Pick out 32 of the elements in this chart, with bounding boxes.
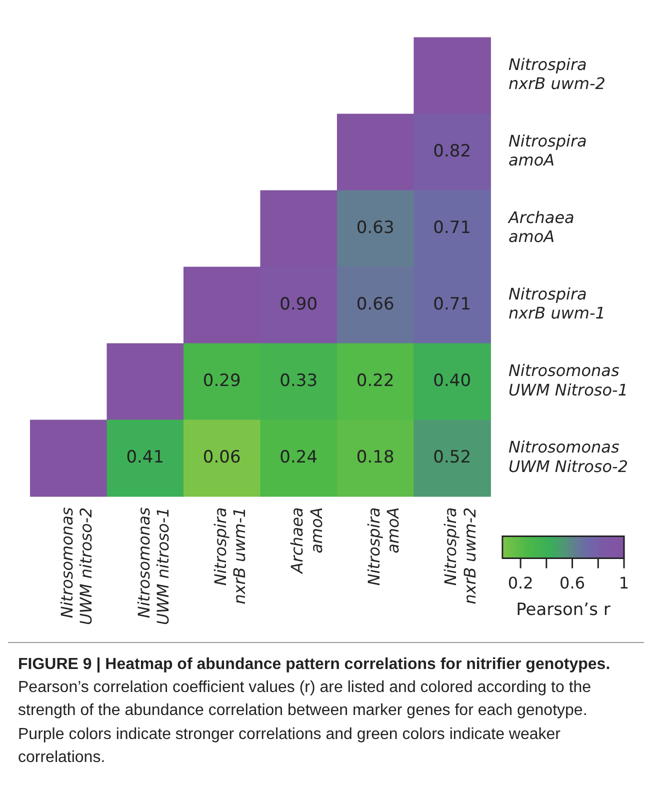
x-tick-label: Nitrospira amoA [364,507,403,586]
data-label: 0.52 [433,447,472,468]
data-label: 0.18 [356,447,394,468]
x-tick-label: Nitrosomonas UWM nitroso-1 [134,507,172,626]
data-label: 0.33 [280,370,318,391]
y-tick-label: Nitrospira nxrB uwm-1 [508,284,606,323]
data-label: 0.63 [356,218,394,238]
color-bar-label: 0.2 [508,573,534,592]
x-tick-label: Archaea amoA [288,507,326,574]
y-tick-label: Nitrospira nxrB uwm-2 [508,55,606,94]
y-tick-label: Nitrospira amoA [508,132,587,170]
text: FIGURE 9 | Heatmap of abundance pattern correlations for nitrifier genotypes. [18,656,610,673]
x-tick-label: Nitrospira nxrB uwm-1 [211,507,250,604]
data-label: 0.41 [126,447,164,468]
data-label: 0.40 [433,370,472,391]
text: Pearson’s correlation coefficient values (r) are listed and colored according to the strength of the abundance correlation between marker genes for each genotype. Purple colors indicate stronger correlations and green colors indicate weaker correlations. [18,679,592,766]
data-label: 0.90 [280,294,318,314]
data-label: 0.29 [202,370,241,391]
color-bar-title: Pearson’s r [516,600,610,620]
data-label: 0.82 [433,141,472,162]
y-tick-label: Nitrosomonas UWM Nitroso-2 [508,438,628,476]
data-label: 0.24 [280,447,318,468]
color-bar-label: 1 [618,573,630,592]
color-bar-label: 0.6 [560,573,585,592]
data-label: 0.71 [433,294,472,314]
y-tick-label: Nitrosomonas UWM Nitroso-1 [508,361,628,400]
data-label: 0.22 [356,370,394,391]
data-label: 0.06 [202,447,241,468]
x-tick-label: Nitrosomonas UWM nitroso-2 [58,507,96,626]
y-tick-label: Archaea amoA [507,208,574,246]
data-label: 0.66 [356,294,394,314]
data-label: 0.71 [433,218,472,238]
